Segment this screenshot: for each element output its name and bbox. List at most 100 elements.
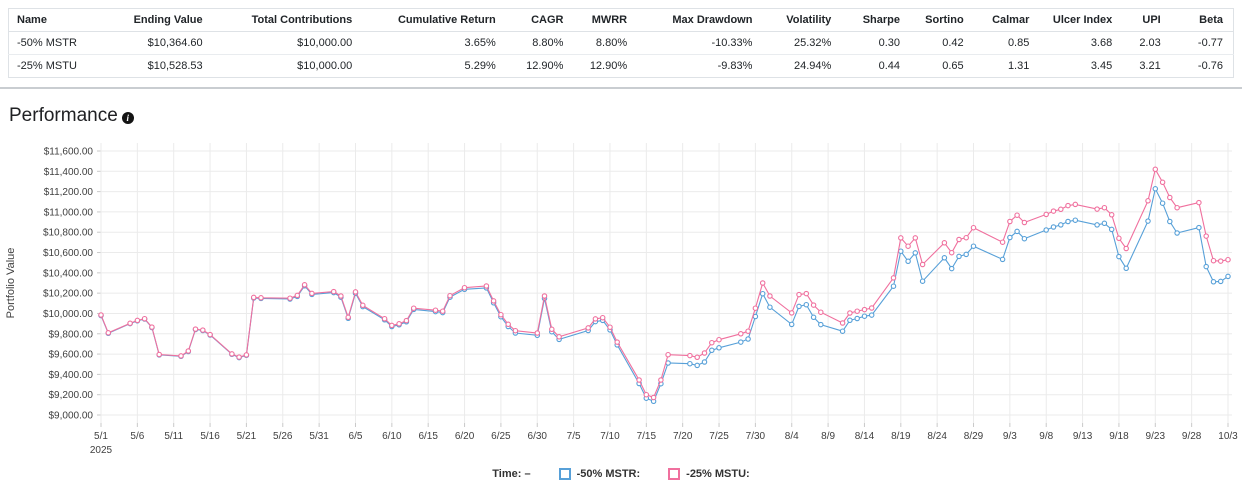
data-point-marker bbox=[861, 313, 868, 319]
data-point-marker bbox=[1123, 245, 1129, 252]
x-tick-label: 5/21 bbox=[237, 431, 257, 442]
data-point-marker bbox=[549, 326, 555, 333]
data-point-marker bbox=[818, 321, 824, 328]
y-tick-label: $10,800.00 bbox=[43, 228, 93, 239]
data-point-marker bbox=[1050, 208, 1057, 214]
data-point-marker bbox=[287, 295, 293, 301]
cell-value: 0.65 bbox=[910, 54, 974, 78]
data-point-marker bbox=[1065, 202, 1071, 209]
data-point-marker bbox=[658, 377, 664, 383]
chart-plot-area[interactable] bbox=[101, 143, 1232, 423]
data-point-marker bbox=[207, 331, 213, 338]
cell-value: 8.80% bbox=[532, 37, 564, 49]
data-point-marker bbox=[294, 292, 301, 299]
cell-value: $10,528.53 bbox=[119, 54, 213, 78]
data-point-marker bbox=[512, 327, 519, 334]
y-tick-label: $10,400.00 bbox=[43, 268, 93, 279]
x-tick-label: 5/26 bbox=[273, 431, 293, 442]
data-point-marker bbox=[389, 322, 395, 329]
data-point-marker bbox=[738, 331, 744, 337]
info-icon[interactable]: i bbox=[121, 112, 134, 124]
data-point-marker bbox=[963, 251, 969, 258]
data-point-marker bbox=[861, 306, 868, 313]
data-point-marker bbox=[1167, 194, 1173, 201]
section-divider bbox=[0, 87, 1242, 89]
col-header-name: Name bbox=[8, 8, 120, 32]
y-axis-title: Portfolio Value bbox=[5, 248, 17, 319]
legend-label: -50% MSTR: bbox=[576, 468, 641, 480]
x-tick-label: 7/5 bbox=[567, 431, 581, 442]
data-point-marker bbox=[505, 321, 511, 328]
data-point-marker bbox=[999, 239, 1006, 245]
data-point-marker bbox=[200, 327, 206, 333]
x-tick-label: 6/10 bbox=[382, 431, 402, 442]
data-point-marker bbox=[403, 317, 410, 324]
data-point-marker bbox=[585, 325, 591, 331]
data-point-marker bbox=[854, 308, 860, 314]
series--25-mstu bbox=[98, 166, 1231, 401]
cell-value: 24.94% bbox=[762, 54, 842, 78]
data-point-marker bbox=[410, 305, 417, 311]
x-tick-label: 5/1 bbox=[94, 431, 108, 442]
data-point-marker bbox=[898, 235, 904, 241]
data-point-marker bbox=[1210, 279, 1217, 285]
cell-value: 0.30 bbox=[878, 37, 900, 49]
data-point-marker bbox=[956, 236, 962, 243]
data-point-marker bbox=[1174, 204, 1180, 211]
data-point-marker bbox=[1050, 224, 1057, 230]
data-point-marker bbox=[716, 345, 722, 351]
data-point-marker bbox=[439, 308, 446, 314]
col-header-cumulative-return: Cumulative Return bbox=[362, 8, 506, 32]
data-point-marker bbox=[1116, 235, 1122, 242]
col-header-mwrr: MWRR bbox=[573, 8, 638, 32]
data-point-marker bbox=[141, 315, 148, 322]
data-point-marker bbox=[694, 362, 700, 369]
data-point-marker bbox=[1058, 206, 1064, 213]
data-point-marker bbox=[309, 290, 315, 297]
col-header-beta: Beta bbox=[1170, 8, 1234, 32]
data-point-marker bbox=[149, 324, 155, 330]
x-tick-label: 9/28 bbox=[1182, 431, 1202, 442]
data-point-marker bbox=[636, 377, 642, 383]
legend-item-50-mstr[interactable]: -50% MSTR: bbox=[558, 468, 641, 480]
data-point-marker bbox=[105, 330, 112, 336]
col-header-max-drawdown: Max Drawdown bbox=[637, 8, 763, 32]
x-tick-year-label: 2025 bbox=[90, 445, 113, 456]
data-point-marker bbox=[948, 249, 955, 256]
data-point-marker bbox=[352, 289, 359, 295]
x-tick-label: 7/20 bbox=[673, 431, 693, 442]
data-point-marker bbox=[1014, 228, 1020, 235]
data-point-marker bbox=[709, 339, 715, 346]
cell-value: $10,000.00 bbox=[297, 37, 353, 49]
y-tick-label: $10,200.00 bbox=[43, 289, 93, 300]
data-point-marker bbox=[1225, 273, 1231, 280]
x-tick-label: 8/29 bbox=[964, 431, 984, 442]
data-point-marker bbox=[701, 350, 708, 356]
data-point-marker bbox=[1014, 212, 1020, 218]
data-point-marker bbox=[432, 307, 439, 313]
data-point-marker bbox=[839, 328, 846, 334]
performance-header: Performance i bbox=[9, 104, 1242, 128]
data-point-marker bbox=[738, 339, 744, 345]
data-point-marker bbox=[236, 354, 242, 360]
data-point-marker bbox=[614, 339, 620, 345]
x-tick-label: 7/25 bbox=[709, 431, 729, 442]
data-point-marker bbox=[483, 283, 490, 289]
data-point-marker bbox=[185, 348, 192, 354]
data-point-marker bbox=[1116, 253, 1122, 260]
data-point-marker bbox=[345, 314, 351, 321]
data-point-marker bbox=[98, 312, 104, 318]
data-point-marker bbox=[1217, 278, 1224, 285]
y-tick-label: $9,600.00 bbox=[49, 350, 94, 361]
performance-title: Performance bbox=[9, 105, 118, 126]
data-point-marker bbox=[701, 359, 708, 365]
x-tick-label: 9/23 bbox=[1146, 431, 1166, 442]
x-tick-label: 6/30 bbox=[528, 431, 548, 442]
x-tick-label: 8/9 bbox=[821, 431, 835, 442]
gridlines bbox=[97, 143, 1232, 427]
x-tick-label: 7/15 bbox=[637, 431, 657, 442]
data-point-marker bbox=[1021, 219, 1028, 226]
data-point-marker bbox=[970, 224, 977, 231]
data-point-marker bbox=[192, 326, 199, 332]
legend-item-25-mstu[interactable]: -25% MSTU: bbox=[668, 468, 750, 480]
